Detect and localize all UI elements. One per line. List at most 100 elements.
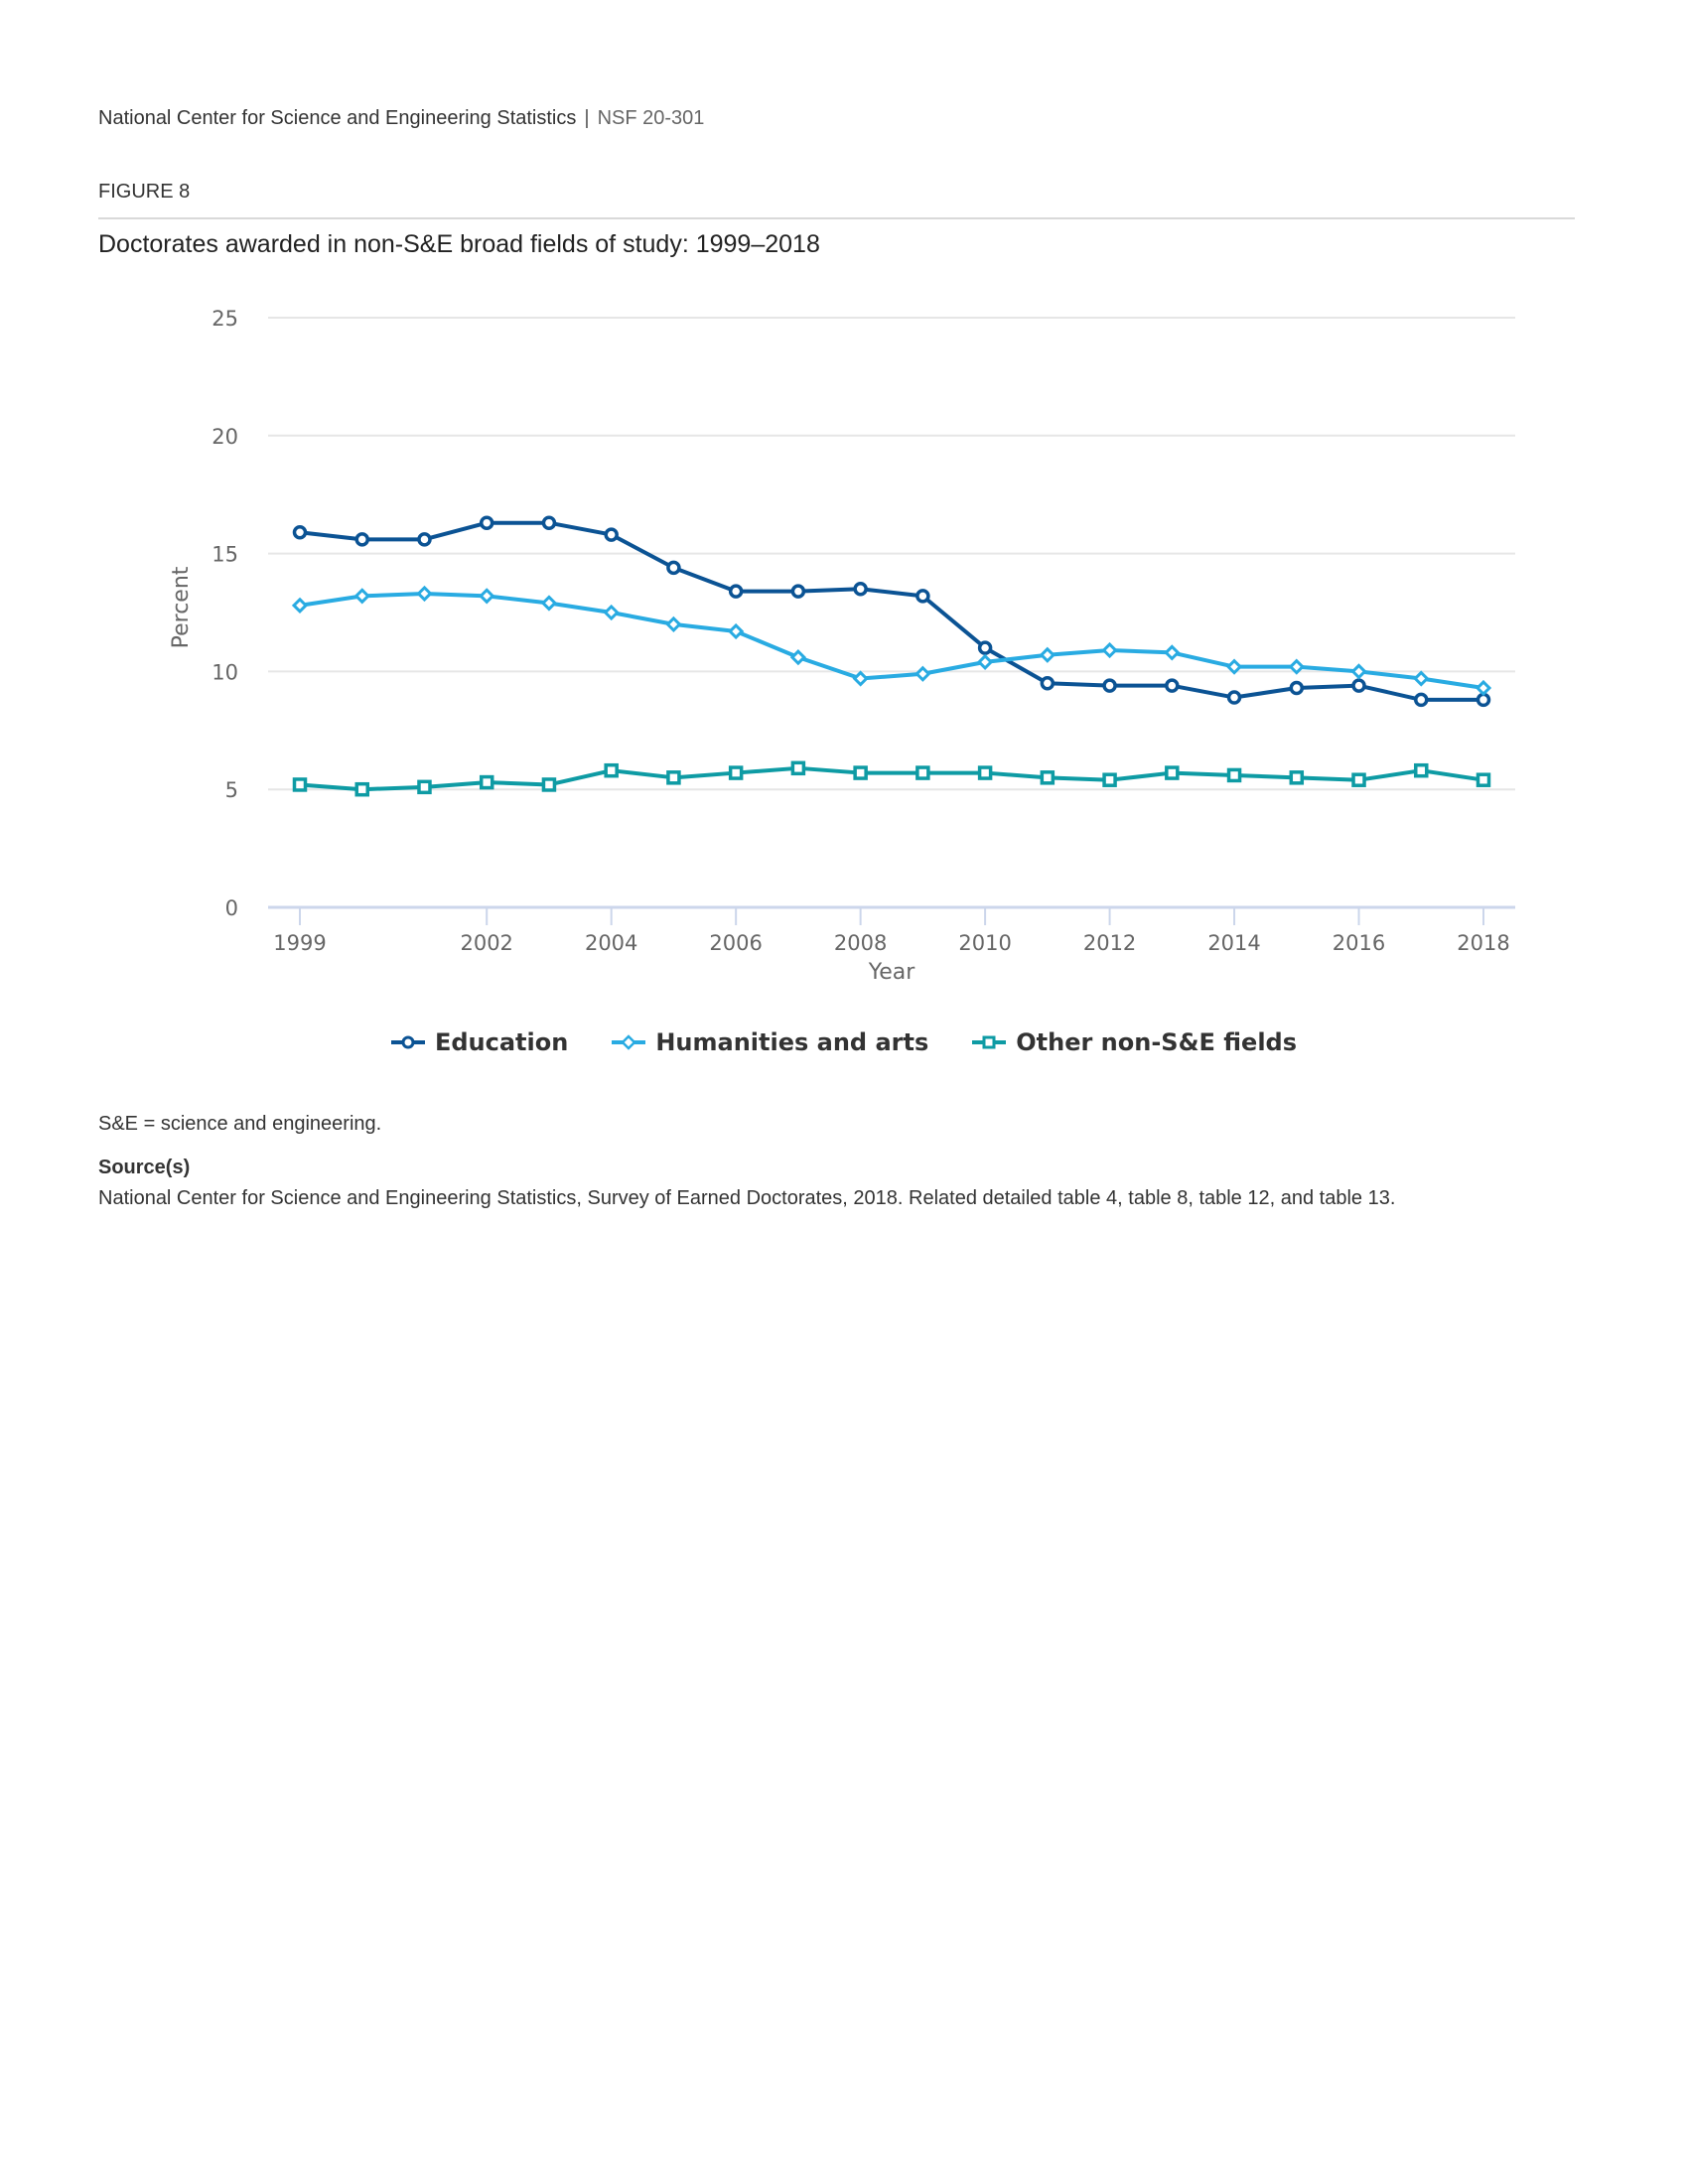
data-point [1414, 692, 1429, 708]
data-point [541, 777, 557, 792]
y-tick-label: 0 [225, 896, 238, 920]
y-tick-label: 15 [211, 543, 238, 567]
data-point [1351, 772, 1366, 787]
data-point [790, 584, 806, 599]
data-point [728, 622, 745, 640]
data-point [1102, 678, 1117, 693]
data-point [1475, 679, 1492, 697]
data-point [666, 560, 681, 576]
chart-legend: Education Humanities and arts Other non-S&… [0, 1028, 1688, 1056]
data-point [540, 595, 558, 612]
y-tick-label: 25 [211, 307, 238, 331]
data-point [417, 532, 432, 547]
report-id: NSF 20-301 [597, 107, 705, 129]
legend-point [982, 1035, 996, 1049]
series-line [299, 591, 1484, 691]
data-point [728, 584, 744, 599]
data-point [479, 774, 494, 790]
data-point [1414, 762, 1429, 778]
data-point [1164, 644, 1181, 661]
data-point [479, 588, 495, 605]
data-point [915, 765, 930, 780]
source-text: National Center for Science and Engineer… [98, 1187, 1396, 1209]
legend-item[interactable]: Humanities and arts [612, 1028, 928, 1056]
data-point [853, 765, 868, 780]
x-tick-label: 2008 [834, 931, 887, 955]
x-tick-label: 2014 [1207, 931, 1260, 955]
data-point [1165, 765, 1180, 780]
data-point [1165, 678, 1180, 693]
data-point [604, 527, 619, 542]
data-point [1289, 680, 1305, 696]
legend-item[interactable]: Education [390, 1028, 569, 1056]
legend-label: Education [434, 1028, 569, 1056]
data-point [353, 588, 370, 605]
y-tick-label: 20 [211, 425, 238, 449]
data-point [1226, 690, 1242, 705]
data-point [1101, 641, 1118, 659]
x-tick-label: 1999 [273, 931, 326, 955]
x-tick-label: 2018 [1457, 931, 1509, 955]
data-point [915, 589, 930, 604]
report-header: National Center for Science and Engineer… [98, 107, 704, 130]
organization-name: National Center for Science and Engineer… [98, 107, 577, 129]
data-point [292, 777, 308, 792]
data-point [1289, 770, 1305, 785]
source-label: Source(s) [98, 1157, 191, 1178]
x-tick-label: 2016 [1333, 931, 1385, 955]
y-tick-label: 10 [211, 660, 238, 684]
data-point [1225, 658, 1243, 675]
data-point [603, 604, 620, 621]
series-education [292, 515, 1491, 708]
series-line [299, 520, 1483, 702]
x-axis: 1999 2002 2004 2006 2008 2010 2012 2014 2016 2018 [268, 905, 1515, 955]
data-point [1040, 676, 1055, 691]
x-tick-label: 2002 [460, 931, 512, 955]
x-axis-title: Year [868, 960, 916, 985]
data-point [541, 515, 557, 530]
divider [98, 217, 1575, 219]
data-point [666, 770, 681, 785]
data-point [914, 665, 931, 682]
x-tick-label: 2004 [585, 931, 637, 955]
data-point [1476, 772, 1491, 787]
data-point [976, 653, 994, 671]
header-separator: | [584, 107, 590, 129]
legend-item[interactable]: Other non-S&E fields [972, 1028, 1297, 1056]
data-point [1102, 772, 1117, 787]
legend-label: Humanities and arts [655, 1028, 929, 1056]
x-tick-label: 2012 [1083, 931, 1136, 955]
data-point [1040, 770, 1055, 785]
legend-point [401, 1035, 415, 1049]
figure-label: FIGURE 8 [98, 181, 191, 203]
data-point [292, 524, 308, 540]
data-point [852, 670, 869, 687]
abbreviation-note: S&E = science and engineering. [98, 1113, 382, 1135]
data-point [354, 532, 369, 547]
figure-title: Doctorates awarded in non-S&E broad fiel… [98, 230, 820, 258]
legend-marker-icon [972, 1035, 1007, 1049]
data-point [977, 640, 993, 655]
series-other-non-s-e-fields [292, 760, 1491, 797]
data-point [1226, 767, 1242, 783]
data-point [416, 585, 433, 603]
data-point [1350, 663, 1367, 680]
data-point [665, 615, 682, 633]
x-tick-label: 2006 [709, 931, 762, 955]
legend-label: Other non-S&E fields [1016, 1028, 1298, 1056]
data-point [1351, 678, 1366, 693]
y-axis-ticks: 0 5 10 15 20 25 [211, 307, 238, 920]
legend-marker-icon [390, 1035, 425, 1049]
data-point [790, 760, 806, 776]
line-chart: 0 5 10 15 20 25 1999 2002 2004 2006 2008 2010 2012 2… [169, 307, 1515, 985]
y-axis-title: Percent [169, 566, 194, 648]
data-point [1039, 646, 1055, 663]
data-point [354, 781, 369, 797]
legend-point [621, 1034, 637, 1050]
gridlines [268, 317, 1515, 791]
data-point [1413, 670, 1430, 687]
data-point [291, 597, 309, 614]
series-line [299, 765, 1484, 792]
data-point [1288, 658, 1305, 675]
data-point [977, 765, 993, 780]
